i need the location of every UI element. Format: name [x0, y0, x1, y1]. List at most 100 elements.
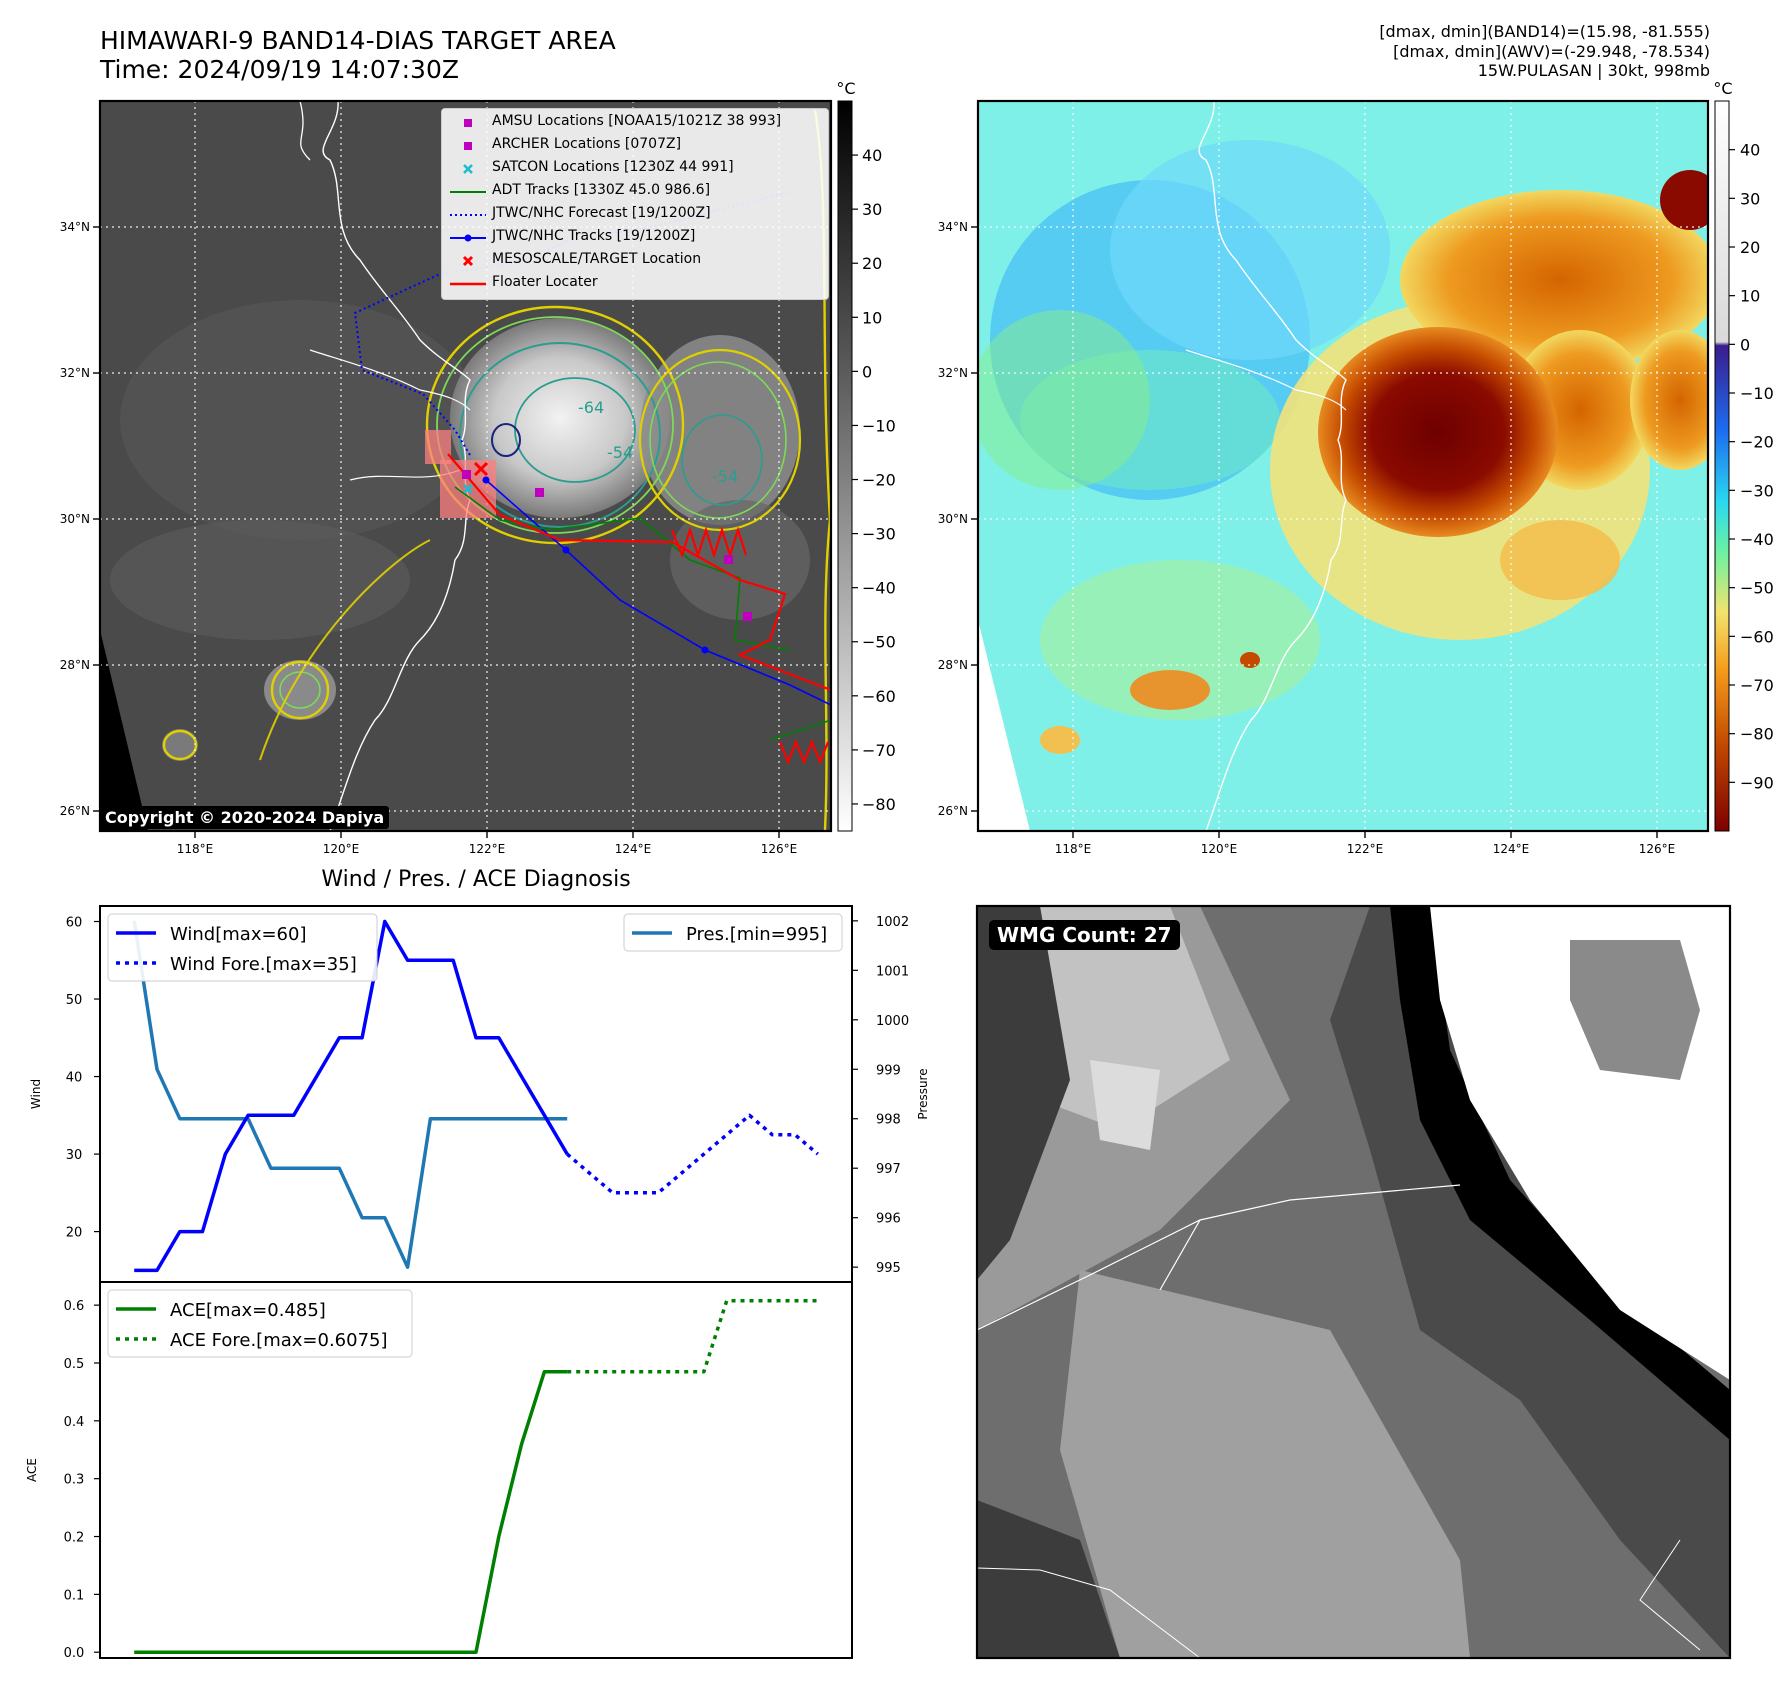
figure-info: [dmax, dmin](BAND14)=(15.98, -81.555) [d…: [1379, 22, 1710, 81]
color-tick-label: −80: [1740, 725, 1774, 744]
pressure-legend: Pres.[min=995]: [623, 913, 843, 952]
gray-tick-label: 20: [862, 254, 882, 273]
x-marker-icon: [463, 164, 473, 174]
jtwc-forecast-track: [353, 191, 791, 456]
map1-lat-30: 30°N: [60, 512, 90, 526]
gray-tick-label: −10: [862, 416, 896, 435]
map1-lon-124: 124°E: [615, 842, 652, 856]
legend-target: MESOSCALE/TARGET Location: [442, 250, 828, 273]
ace-tick-label: 0.4: [64, 1415, 85, 1430]
wmg-count-badge: WMG Count: 27: [989, 920, 1180, 950]
gray-tick-label: −80: [862, 795, 896, 814]
map1-lon-120: 120°E: [323, 842, 360, 856]
info-line-1: [dmax, dmin](BAND14)=(15.98, -81.555): [1379, 22, 1710, 41]
legend-amsu: AMSU Locations [NOAA15/1021Z 38 993]: [442, 112, 828, 135]
ace-tick-label: 0.3: [64, 1473, 85, 1488]
pressure-tick-label: 997: [876, 1162, 901, 1177]
legend-satcon: SATCON Locations [1230Z 44 991]: [442, 158, 828, 181]
ace-tick-label: 0.0: [64, 1646, 85, 1661]
color-tick-label: −40: [1740, 530, 1774, 549]
color-tick-label: −60: [1740, 627, 1774, 646]
map2-ticks: [971, 226, 1658, 838]
gray-tick-label: −70: [862, 741, 896, 760]
gray-tick-label: −60: [862, 687, 896, 706]
wind-tick-label: 40: [66, 1071, 83, 1086]
pressure-tick-label: 995: [876, 1261, 901, 1276]
pressure-tick-label: 996: [876, 1212, 901, 1227]
floater-track: [447, 453, 831, 692]
line-icon: [450, 191, 486, 193]
wind-forecast-series-line: [566, 1113, 819, 1195]
color-tick-label: 0: [1740, 335, 1750, 354]
wind-series-line: [134, 919, 569, 1273]
map1-ticks: [93, 226, 780, 838]
ir-map-frame: [98, 99, 833, 833]
wmg-panel: [977, 906, 1730, 1658]
pressure-tick-label: 1002: [876, 915, 909, 930]
legend-floater: Floater Locater: [442, 273, 828, 296]
ace-axis-label: ACE: [25, 1458, 39, 1482]
contour-label-54a: -54: [607, 443, 633, 462]
contour-label-54b: -54: [712, 467, 738, 486]
color-tick-label: −10: [1740, 384, 1774, 403]
square-marker-icon: [464, 142, 472, 150]
wind-legend: Wind[max=60] Wind Fore.[max=35]: [107, 913, 378, 982]
figure-title: HIMAWARI-9 BAND14-DIAS TARGET AREA Time:…: [100, 26, 616, 84]
gray-tick-label: 10: [862, 308, 882, 327]
color-tick-label: −30: [1740, 481, 1774, 500]
pressure-tick-label: 1000: [876, 1014, 909, 1029]
gray-colorbar-unit: °C: [836, 79, 855, 98]
map2-lat-26: 26°N: [938, 804, 968, 818]
gray-colorbar-ticks: 40 30 20 10 0 −10 −20 −30 −40 −50 −60 −70 −80: [852, 146, 896, 814]
map1-lon-118: 118°E: [177, 842, 214, 856]
adt-track: [454, 486, 791, 651]
contour-label-64: -64: [578, 398, 604, 417]
legend-adt: ADT Tracks [1330Z 45.0 986.6]: [442, 181, 828, 204]
line-dot-icon: [450, 234, 486, 242]
color-tick-label: 40: [1740, 141, 1760, 160]
color-tick-label: −50: [1740, 579, 1774, 598]
gray-tick-label: 0: [862, 362, 872, 381]
color-tick-label: −70: [1740, 676, 1774, 695]
pressure-series-line: [132, 920, 568, 1269]
map2-lat-28: 28°N: [938, 658, 968, 672]
pressure-tick-label: 998: [876, 1113, 901, 1128]
gray-tick-label: −20: [862, 471, 896, 490]
color-map-panel: [978, 101, 1708, 831]
color-colorbar-unit: °C: [1713, 79, 1732, 98]
gray-colorbar: [837, 100, 853, 832]
copyright-badge: Copyright © 2020-2024 Dapiya: [100, 806, 390, 829]
title-line-2: Time: 2024/09/19 14:07:30Z: [100, 55, 459, 84]
adt-track-b: [769, 719, 831, 741]
wmg-frame: [975, 904, 1732, 1660]
ace-series-line: [134, 1369, 568, 1654]
color-tick-label: −20: [1740, 433, 1774, 452]
legend-jtwc-forecast: JTWC/NHC Forecast [19/1200Z]: [442, 204, 828, 227]
map2-lat-32: 32°N: [938, 366, 968, 380]
color-tick-label: 30: [1740, 189, 1760, 208]
x-marker-icon: [462, 255, 474, 267]
wind-axis-label: Wind: [29, 1079, 43, 1109]
color-tick-label: −90: [1740, 773, 1774, 792]
wind-tick-label: 50: [66, 993, 83, 1008]
map2-lat-34: 34°N: [938, 220, 968, 234]
color-colorbar: [1714, 100, 1730, 832]
ace-legend-solid: ACE[max=0.485]: [170, 1300, 326, 1321]
wind-tick-label: 20: [66, 1226, 83, 1241]
title-line-1: HIMAWARI-9 BAND14-DIAS TARGET AREA: [100, 26, 616, 55]
map1-lat-32: 32°N: [60, 366, 90, 380]
pressure-legend-label: Pres.[min=995]: [686, 924, 827, 945]
ace-tick-label: 0.1: [64, 1588, 85, 1603]
map2-lon-122: 122°E: [1347, 842, 1384, 856]
gray-tick-label: −30: [862, 525, 896, 544]
wind-legend-forecast: Wind Fore.[max=35]: [170, 954, 357, 975]
gray-tick-label: −50: [862, 633, 896, 652]
ace-legend: ACE[max=0.485] ACE Fore.[max=0.6075]: [107, 1289, 413, 1358]
map-legend: AMSU Locations [NOAA15/1021Z 38 993] ARC…: [441, 108, 829, 300]
color-colorbar-ticks: 40 30 20 10 0 −10 −20 −30 −40 −50 −60 −70 −80 −90: [1729, 141, 1774, 792]
info-line-3: 15W.PULASAN | 30kt, 998mb: [1477, 61, 1710, 80]
color-tick-label: 10: [1740, 287, 1760, 306]
map2-lat-30: 30°N: [938, 512, 968, 526]
color-map-frame: [976, 99, 1710, 833]
map1-lat-26: 26°N: [60, 804, 90, 818]
